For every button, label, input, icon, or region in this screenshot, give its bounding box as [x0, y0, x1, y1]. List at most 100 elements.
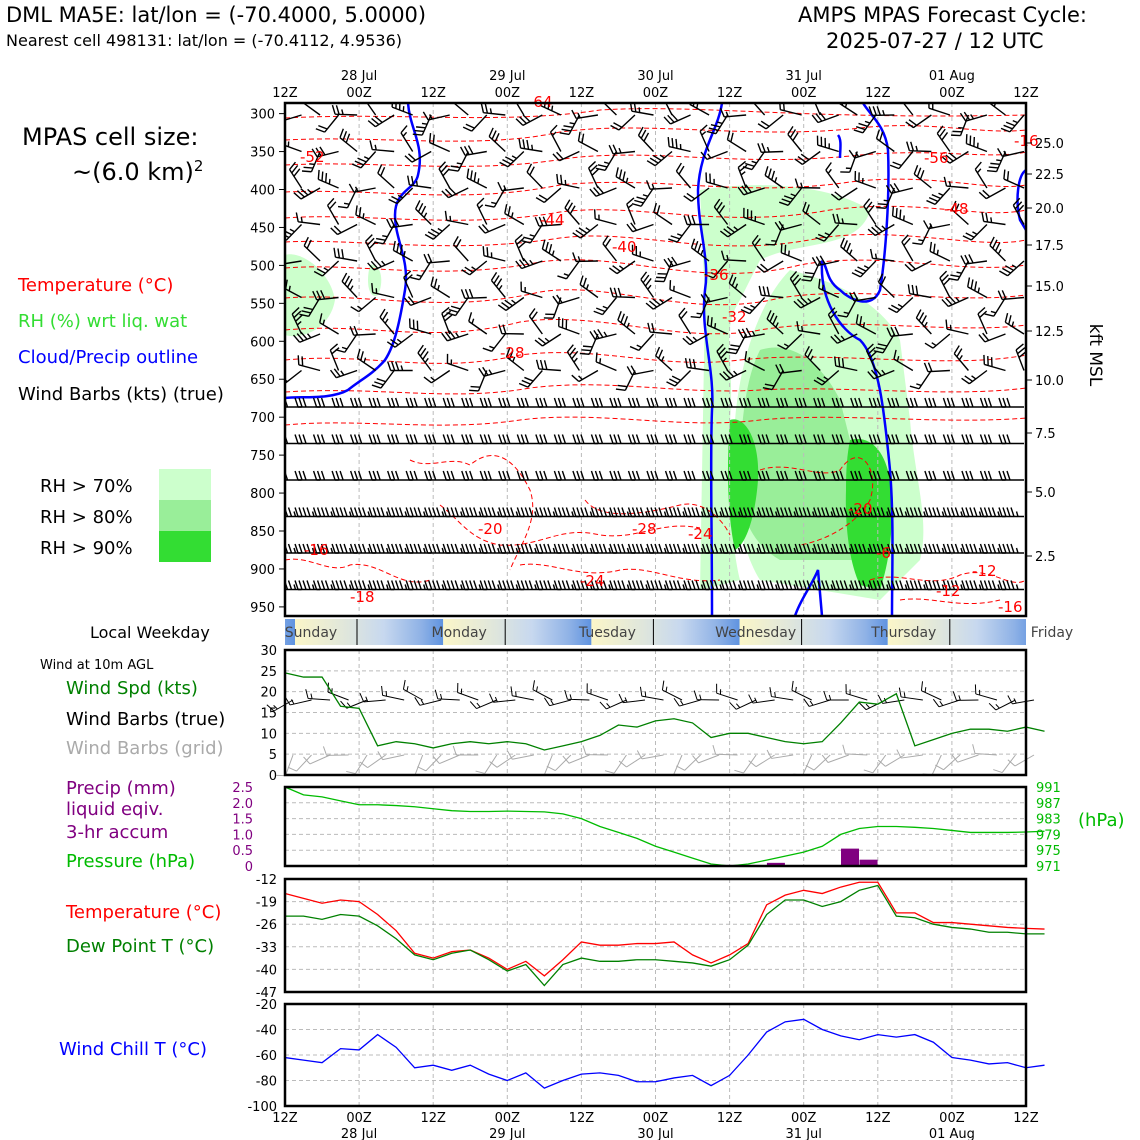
temperature-contour-label: -52	[300, 148, 325, 166]
wind-barb	[689, 103, 710, 116]
wind-barb	[832, 213, 858, 226]
wind-barb	[627, 543, 654, 554]
wind-barb	[706, 114, 729, 135]
wind-barb	[629, 333, 655, 351]
wind-barb	[869, 248, 895, 262]
wind-barb	[887, 397, 913, 408]
wind-barb	[984, 297, 1007, 317]
temperature-contour-label: -56	[924, 149, 949, 167]
wind-barb	[738, 507, 765, 518]
legend-rh70-label: RH > 70%	[40, 476, 133, 497]
local-weekday-label: Local Weekday	[90, 623, 210, 642]
wind-barb	[700, 293, 728, 304]
bottom-time-label: 00Z	[346, 1111, 372, 1126]
precip-tick-label: 2.0	[232, 797, 253, 812]
wind-barb	[720, 434, 747, 445]
wind-barb	[942, 150, 969, 164]
wind-barb	[961, 434, 987, 445]
wind-barb	[609, 543, 635, 554]
wind-speed-line	[284, 672, 1045, 751]
wind-barb	[811, 111, 839, 124]
wind-barb	[939, 270, 951, 298]
wind-barb	[497, 181, 524, 192]
wind-barb	[748, 754, 775, 768]
wind-barb	[579, 333, 599, 355]
wind-barb	[664, 543, 691, 554]
wind-barb	[728, 274, 747, 299]
wind-barb	[935, 754, 961, 771]
wind-barb	[998, 470, 1024, 481]
wind-barb	[461, 580, 487, 591]
precip-bar	[859, 859, 878, 866]
temperature-contour-label: -20	[848, 500, 873, 518]
wind-barb	[595, 151, 618, 172]
wind-barb	[516, 434, 543, 445]
wind-barb	[535, 543, 561, 554]
wind-barb	[979, 470, 1006, 481]
wind-barb	[405, 507, 432, 518]
windchill-tick-label: -40	[256, 1024, 277, 1039]
wind-barb	[469, 370, 488, 392]
wind-barb	[617, 311, 636, 335]
wind-barb	[701, 543, 728, 554]
wind-barb	[813, 543, 839, 554]
wind-barb	[646, 580, 673, 591]
wind-barb	[543, 297, 562, 319]
wind-barb	[564, 199, 580, 225]
wind-barb	[410, 260, 432, 281]
wind-barb	[706, 315, 728, 335]
wind-tick-label: 10	[260, 727, 277, 742]
wind-barb	[803, 698, 831, 707]
wind-barb	[417, 344, 432, 371]
wind-barb	[924, 507, 950, 518]
wind-barb	[367, 259, 395, 271]
wind-barb	[1004, 312, 1025, 335]
legend-temperature: Temperature (°C)	[17, 275, 173, 296]
wind-barb	[604, 754, 627, 774]
wind-barb	[868, 543, 895, 554]
wind-barb	[408, 318, 432, 335]
bottom-time-label: 12Z	[420, 1111, 446, 1126]
wind-barb	[802, 201, 821, 226]
temperature-contour-label: -44	[540, 211, 565, 229]
wind-barb	[627, 397, 654, 408]
wind-barb	[498, 397, 524, 408]
wind-barb	[595, 352, 617, 372]
wind-barb	[867, 223, 895, 237]
wind-barb	[912, 224, 933, 245]
wind-barb	[774, 220, 802, 231]
wind-barb	[683, 434, 710, 445]
wind-barb	[424, 580, 450, 591]
wind-barb	[924, 470, 950, 481]
wind-barb	[627, 470, 654, 481]
wind-barb	[850, 470, 876, 481]
wind-barb	[442, 434, 469, 445]
wind-barb	[734, 754, 757, 774]
wind-barb	[794, 580, 821, 591]
wind-barb	[292, 331, 321, 343]
wind-barb	[388, 187, 414, 205]
wind-barb	[368, 434, 395, 445]
top-time-label: 12Z	[420, 86, 446, 101]
pressure-tick-label: 975	[1036, 844, 1061, 859]
wind-barb	[404, 296, 432, 307]
temperature-contour-label: -18	[350, 588, 375, 606]
wind-barb	[981, 211, 1006, 226]
wind-barb	[258, 435, 283, 444]
bottom-time-label: 12Z	[865, 1111, 891, 1126]
wind-barb	[609, 470, 635, 481]
temperature-contour-label: -24	[580, 572, 605, 590]
wind-barb	[368, 397, 395, 408]
wind-barb	[683, 507, 710, 518]
wind-barb	[497, 296, 525, 312]
wind-barb	[668, 224, 692, 243]
top-date-label: 28 Jul	[341, 69, 377, 84]
wind-barb	[666, 370, 692, 387]
wind-barb	[553, 507, 580, 518]
temperature-contour-label: -12	[972, 562, 997, 580]
wind-barb	[359, 754, 386, 769]
precip-tick-label: 1.5	[232, 813, 253, 828]
wind-barb	[655, 346, 673, 372]
wind-barb	[738, 470, 765, 481]
